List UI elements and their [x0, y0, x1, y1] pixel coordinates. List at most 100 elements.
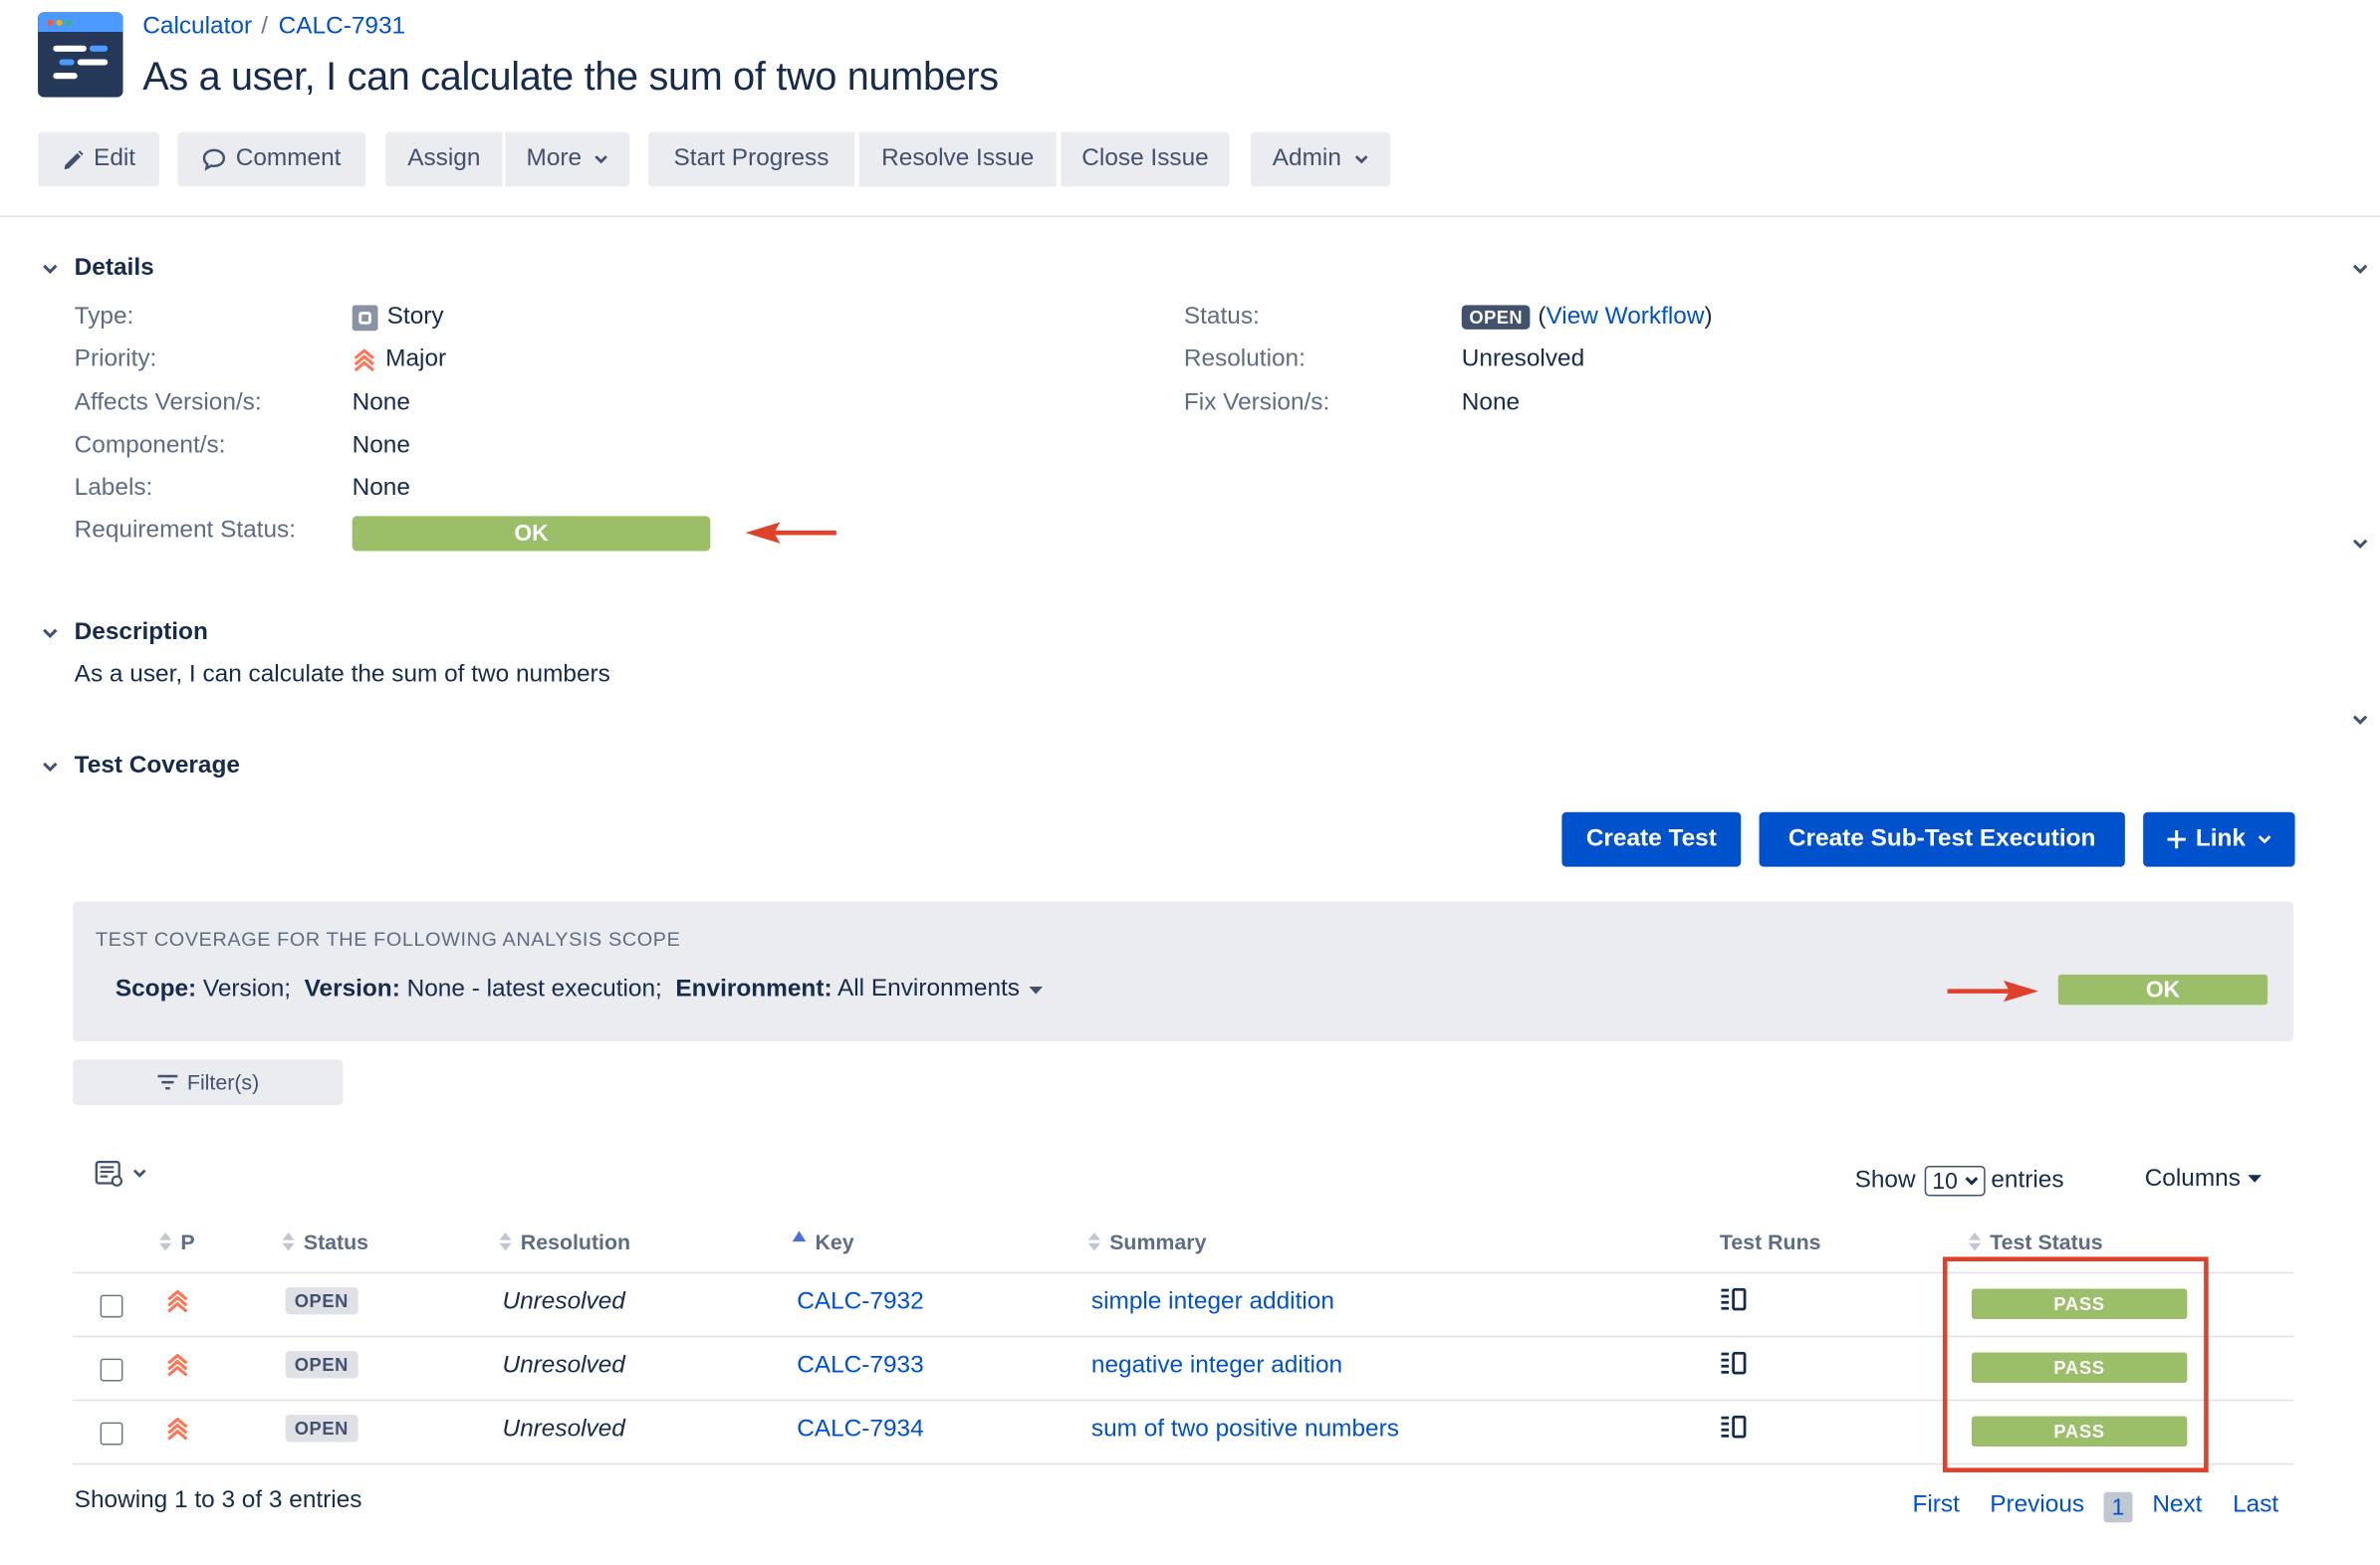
chevron-down-icon: [132, 1166, 147, 1181]
row-key-link[interactable]: CALC-7932: [797, 1288, 924, 1315]
status-label: Status:: [1183, 303, 1260, 330]
test-coverage-section-toggle[interactable]: Test Coverage: [38, 753, 240, 780]
description-text: As a user, I can calculate the sum of tw…: [74, 661, 610, 688]
column-header-key[interactable]: Key: [792, 1230, 854, 1253]
pencil-icon: [62, 148, 85, 171]
project-avatar-icon[interactable]: [38, 12, 123, 98]
create-sub-test-execution-button[interactable]: Create Sub-Test Execution: [1759, 811, 2125, 867]
resolve-issue-label: Resolve Issue: [881, 145, 1035, 172]
environment-dropdown[interactable]: All Environments: [837, 977, 1043, 1003]
close-issue-button[interactable]: Close Issue: [1061, 131, 1230, 187]
plus-icon: [2165, 828, 2186, 849]
sort-icon: [1087, 1231, 1101, 1252]
table-header-divider: [73, 1271, 2294, 1274]
row-checkbox[interactable]: [100, 1358, 123, 1382]
row-summary-link[interactable]: sum of two positive numbers: [1090, 1416, 1399, 1443]
column-header-priority[interactable]: P: [159, 1230, 195, 1253]
admin-dropdown-button[interactable]: Admin: [1250, 131, 1391, 187]
status-lozenge: OPEN: [1461, 305, 1531, 330]
more-label: More: [526, 145, 583, 172]
collapse-chevron-icon[interactable]: [2345, 704, 2375, 734]
collapse-chevron-icon[interactable]: [2345, 529, 2375, 559]
chevron-down-icon: [594, 151, 608, 166]
comment-button[interactable]: Comment: [177, 131, 366, 187]
create-test-button[interactable]: Create Test: [1561, 811, 1742, 867]
test-runs-icon[interactable]: [1720, 1415, 1747, 1447]
pagination-previous[interactable]: Previous: [1990, 1491, 2085, 1518]
row-divider: [73, 1462, 2294, 1465]
resolve-issue-button[interactable]: Resolve Issue: [858, 131, 1057, 187]
row-checkbox[interactable]: [100, 1422, 123, 1446]
coverage-status-bar: OK: [2057, 974, 2268, 1006]
version-key: Version:: [304, 976, 400, 1003]
breadcrumb-separator: /: [261, 13, 268, 40]
filters-label: Filter(s): [186, 1069, 260, 1095]
pagination-next[interactable]: Next: [2152, 1491, 2203, 1518]
sort-ascending-icon: [792, 1230, 807, 1241]
column-header-status[interactable]: Status: [282, 1230, 368, 1253]
row-summary-link[interactable]: simple integer addition: [1090, 1288, 1334, 1315]
page-size-select[interactable]: 10: [1924, 1165, 1986, 1197]
labels-value: None: [352, 475, 410, 502]
row-summary-link[interactable]: negative integer adition: [1090, 1352, 1343, 1379]
row-key-link[interactable]: CALC-7933: [797, 1352, 924, 1379]
breadcrumb-issue-link[interactable]: CALC-7931: [278, 13, 406, 40]
row-key-link[interactable]: CALC-7934: [797, 1416, 924, 1443]
scope-value: Version;: [202, 976, 292, 1003]
priority-major-icon: [165, 1288, 189, 1320]
pagination-last[interactable]: Last: [2233, 1491, 2279, 1518]
column-header-test-runs: Test Runs: [1720, 1230, 1821, 1253]
affects-version-value: None: [352, 389, 410, 416]
status-value: OPEN (View Workflow): [1461, 303, 1713, 331]
row-status-lozenge: OPEN: [285, 1415, 358, 1443]
column-header-summary[interactable]: Summary: [1087, 1230, 1206, 1253]
test-status-pass-bar: PASS: [1971, 1288, 2188, 1319]
filters-button[interactable]: Filter(s): [73, 1059, 344, 1105]
scope-key: Scope:: [115, 976, 197, 1003]
chevron-down-icon: [2258, 832, 2272, 847]
sort-icon: [499, 1231, 512, 1252]
column-toggle-button[interactable]: [95, 1160, 147, 1187]
breadcrumb-project-link[interactable]: Calculator: [142, 13, 253, 40]
analysis-scope-panel: [73, 901, 2294, 1041]
header-test-runs-label: Test Runs: [1719, 1230, 1821, 1254]
header-divider: [0, 215, 2380, 218]
red-arrow-icon: [744, 521, 838, 553]
chevron-down-icon: [38, 257, 62, 281]
more-dropdown-button[interactable]: More: [505, 131, 630, 187]
test-runs-icon[interactable]: [1720, 1351, 1747, 1383]
list-settings-icon: [95, 1160, 124, 1187]
column-header-resolution[interactable]: Resolution: [499, 1230, 630, 1253]
resolution-value: Unresolved: [1461, 345, 1585, 372]
pagination-current-page[interactable]: 1: [2103, 1491, 2133, 1523]
column-header-test-status[interactable]: Test Status: [1968, 1230, 2103, 1253]
fix-version-label: Fix Version/s:: [1183, 389, 1330, 416]
view-workflow-link[interactable]: View Workflow: [1546, 303, 1705, 330]
caret-down-icon: [1029, 976, 1043, 1003]
type-label: Type:: [74, 303, 134, 330]
view-workflow-open-paren: (: [1538, 303, 1547, 330]
assign-button[interactable]: Assign: [385, 131, 503, 187]
link-dropdown-button[interactable]: Link: [2143, 811, 2295, 867]
details-section-toggle[interactable]: Details: [38, 255, 154, 282]
priority-value: Major: [353, 346, 446, 373]
start-progress-button[interactable]: Start Progress: [647, 131, 855, 187]
row-divider: [73, 1399, 2294, 1402]
link-label: Link: [2195, 825, 2246, 852]
header-resolution-label: Resolution: [520, 1230, 631, 1254]
test-runs-icon[interactable]: [1720, 1287, 1747, 1319]
edit-label: Edit: [94, 145, 136, 172]
speech-bubble-icon: [202, 147, 226, 171]
sort-icon: [159, 1231, 172, 1252]
resolution-label: Resolution:: [1183, 345, 1306, 372]
priority-major-icon: [165, 1353, 189, 1385]
affects-version-label: Affects Version/s:: [74, 389, 262, 416]
edit-button[interactable]: Edit: [38, 131, 160, 187]
collapse-chevron-icon[interactable]: [2345, 254, 2375, 284]
row-checkbox[interactable]: [100, 1294, 123, 1318]
pagination-first[interactable]: First: [1912, 1491, 1960, 1518]
chevron-down-icon: [38, 755, 62, 779]
description-section-toggle[interactable]: Description: [38, 619, 208, 646]
columns-dropdown[interactable]: Columns: [2145, 1166, 2262, 1193]
version-value: None - latest execution;: [406, 976, 662, 1003]
